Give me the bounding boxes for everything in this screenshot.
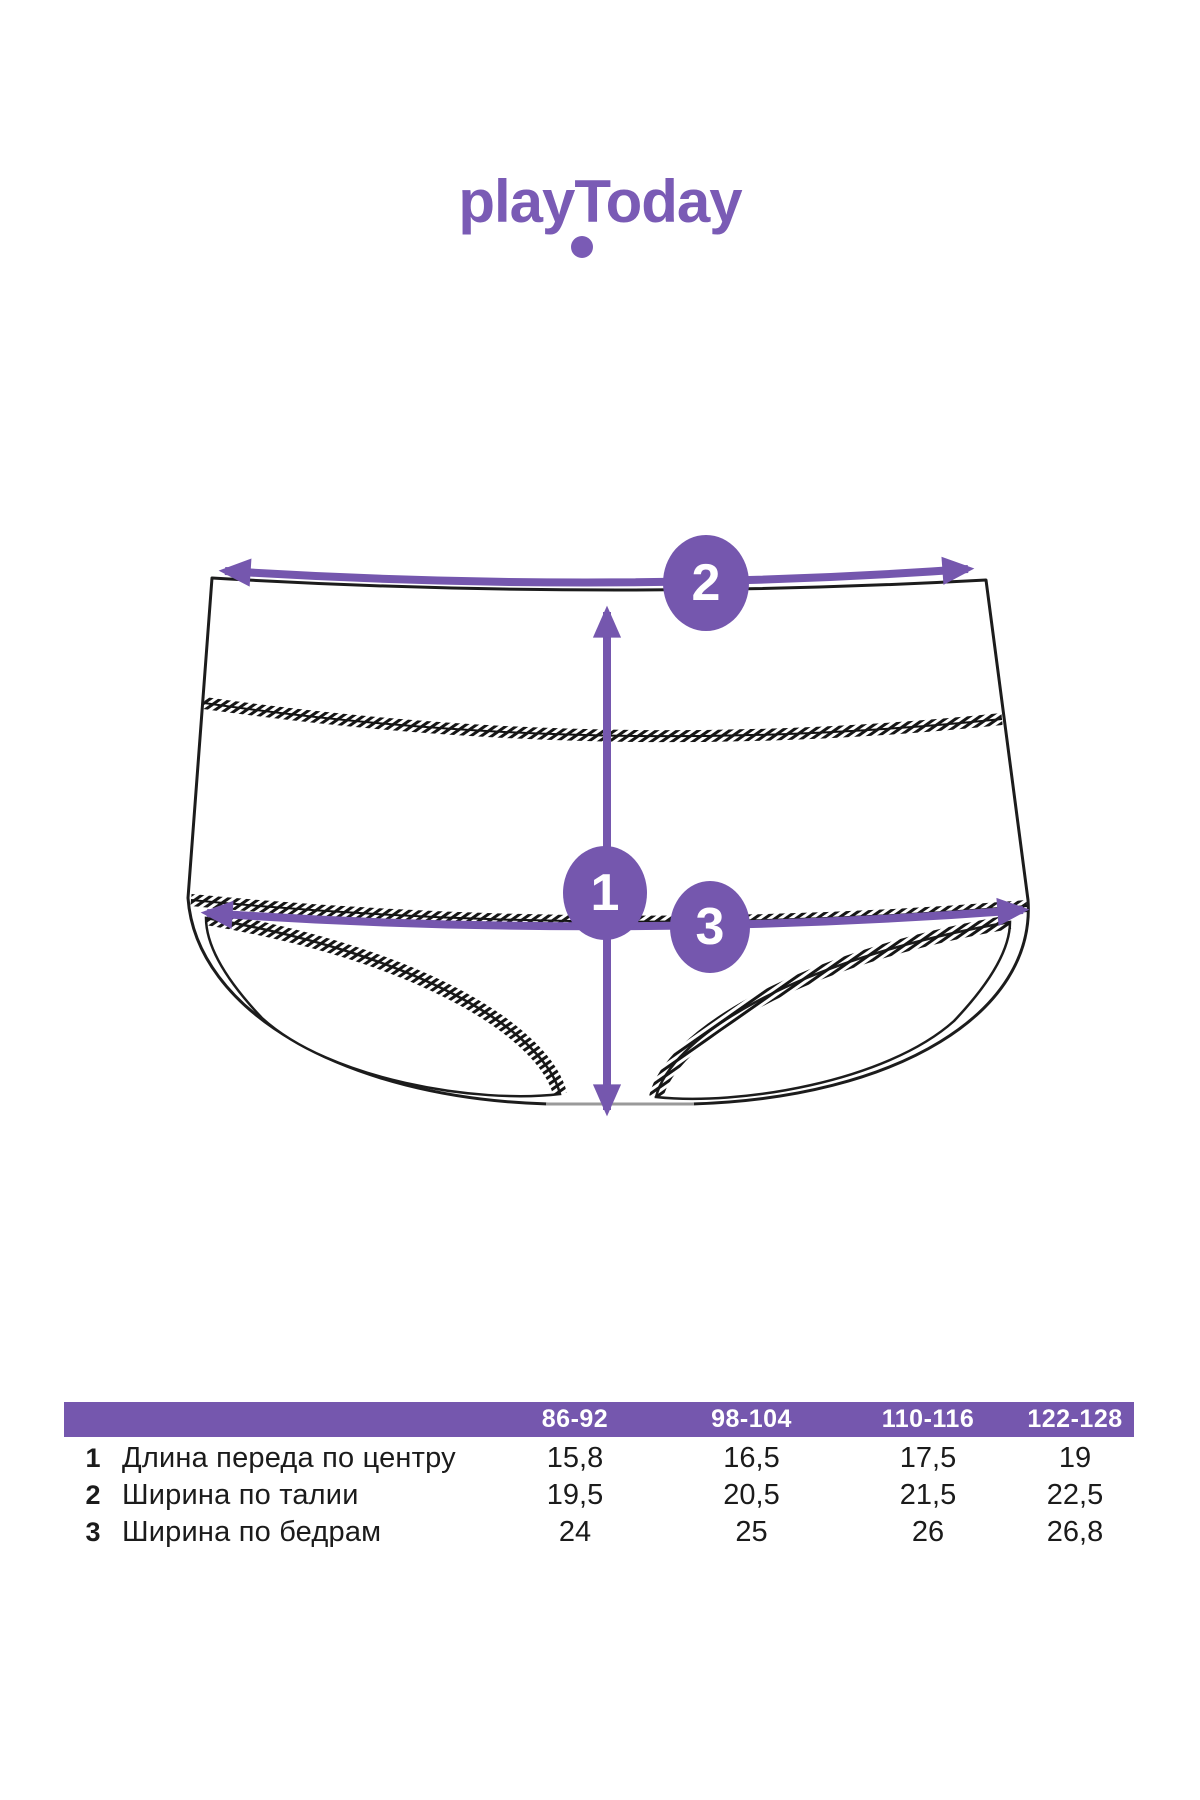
cell-value: 26,8 bbox=[1046, 1516, 1104, 1548]
row-label: Ширина по бедрам bbox=[122, 1516, 382, 1548]
measure-marker-1-label: 1 bbox=[590, 864, 620, 922]
measure-marker-2-label: 2 bbox=[691, 554, 721, 612]
measure-marker-1: 1 bbox=[563, 846, 647, 940]
table-row: 1 Длина переда по центру 15,8 16,5 17,5 … bbox=[64, 1440, 1134, 1477]
brand-logo-dot-icon bbox=[571, 236, 593, 258]
column-header-size-1: 86-92 bbox=[541, 1405, 609, 1433]
cell-value: 20,5 bbox=[723, 1479, 780, 1511]
cell-value: 24 bbox=[558, 1516, 592, 1548]
cell-value: 21,5 bbox=[899, 1479, 957, 1511]
cell-value: 15,8 bbox=[546, 1442, 604, 1474]
table-row: 3 Ширина по бедрам 24 25 26 26,8 bbox=[64, 1514, 1134, 1551]
brand-logo: playToday bbox=[0, 172, 1200, 248]
measure-marker-3-label: 3 bbox=[695, 898, 725, 956]
size-table-header: 86-92 98-104 110-116 122-128 bbox=[64, 1402, 1134, 1437]
cell-value: 17,5 bbox=[899, 1442, 957, 1474]
brand-logo-text: playToday bbox=[458, 168, 742, 235]
row-label: Ширина по талии bbox=[122, 1479, 359, 1511]
leg-band-left-hatch bbox=[204, 911, 567, 1096]
column-header-size-2: 98-104 bbox=[711, 1405, 792, 1433]
cell-value: 25 bbox=[735, 1516, 768, 1548]
column-header-size-3: 110-116 bbox=[881, 1405, 975, 1433]
cell-value: 19,5 bbox=[546, 1479, 604, 1511]
row-number: 1 bbox=[85, 1443, 101, 1473]
row-label: Длина переда по центру bbox=[122, 1442, 456, 1474]
cell-value: 16,5 bbox=[723, 1442, 780, 1474]
cell-value: 26 bbox=[911, 1516, 945, 1548]
row-number: 3 bbox=[85, 1517, 101, 1547]
size-table: 86-92 98-104 110-116 122-128 1 Длина пер… bbox=[64, 1402, 1134, 1551]
row-number: 2 bbox=[85, 1480, 101, 1510]
measure-marker-3: 3 bbox=[670, 881, 750, 973]
table-row: 2 Ширина по талии 19,5 20,5 21,5 22,5 bbox=[64, 1477, 1134, 1514]
measure-marker-2: 2 bbox=[663, 535, 749, 631]
column-header-size-4: 122-128 bbox=[1027, 1405, 1123, 1433]
measure-arrow-waist bbox=[218, 556, 975, 587]
cell-value: 19 bbox=[1058, 1442, 1092, 1474]
leg-band-right-hatch bbox=[649, 915, 1012, 1100]
size-table-body: 1 Длина переда по центру 15,8 16,5 17,5 … bbox=[64, 1437, 1134, 1551]
cell-value: 22,5 bbox=[1046, 1479, 1104, 1511]
